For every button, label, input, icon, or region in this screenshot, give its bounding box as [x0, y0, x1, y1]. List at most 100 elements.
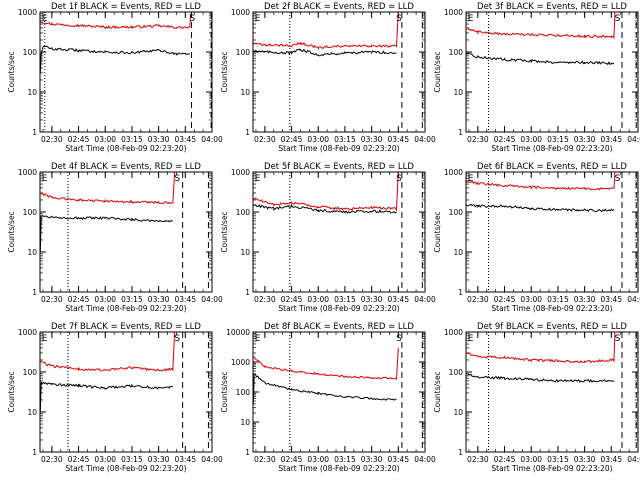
- x-tick-label: 02:45: [281, 455, 303, 464]
- y-tick-label: 100: [23, 208, 38, 217]
- events-series-line: [252, 373, 397, 404]
- y-tick-label: 10: [240, 248, 250, 257]
- plot-frame: [39, 171, 213, 293]
- plot-frame: [252, 331, 426, 453]
- y-tick-label: 1000: [444, 168, 463, 177]
- x-tick-label: 03:30: [148, 135, 170, 144]
- start-marker-label: E: [468, 334, 474, 344]
- panel-title: Det 3f BLACK = Events, RED = LLD: [477, 2, 627, 12]
- x-tick-label: 02:30: [467, 455, 489, 464]
- x-tick-label: 03:30: [148, 455, 170, 464]
- panel-det-8: Det 8f BLACK = Events, RED = LLD 1 10 100 10…: [220, 322, 436, 473]
- x-tick-label: 02:45: [281, 295, 303, 304]
- x-tick-label: 02:30: [254, 295, 276, 304]
- x-tick-label: 03:00: [307, 455, 329, 464]
- x-tick-label: 03:30: [574, 135, 596, 144]
- x-axis-label: Start Time (08-Feb-09 02:23:20): [65, 464, 186, 473]
- start-marker-label: E: [42, 174, 48, 184]
- panel-title: Det 1f BLACK = Events, RED = LLD: [51, 2, 201, 12]
- x-tick-label: 03:45: [387, 135, 409, 144]
- x-tick-label: 03:00: [94, 135, 116, 144]
- plot-frame: [465, 171, 639, 293]
- x-axis-label: Start Time (08-Feb-09 02:23:20): [491, 144, 612, 153]
- x-tick-label: 02:30: [254, 135, 276, 144]
- events-series-line: [39, 45, 190, 73]
- x-tick-label: 02:30: [254, 455, 276, 464]
- y-tick-label: 1000: [231, 358, 250, 367]
- x-tick-label: 02:30: [467, 135, 489, 144]
- y-tick-label: 10: [453, 248, 463, 257]
- start-marker-label: E: [255, 334, 261, 344]
- y-tick-label: 1: [245, 128, 250, 137]
- lld-series-line: [40, 171, 176, 205]
- plot-frame: [465, 11, 639, 133]
- y-tick-label: 1000: [231, 168, 250, 177]
- x-tick-label: 02:30: [467, 295, 489, 304]
- x-tick-label: 04:00: [414, 295, 436, 304]
- x-tick-label: 03:15: [547, 455, 569, 464]
- lld-series-line: [465, 171, 616, 191]
- y-tick-label: 10: [453, 88, 463, 97]
- y-tick-label: 100: [23, 368, 38, 377]
- lld-series-line: [253, 347, 399, 380]
- end-marker-label: S: [396, 334, 402, 344]
- panel-det-6: Det 6f BLACK = Events, RED = LLD 1 10 100 10…: [433, 162, 640, 313]
- x-tick-label: 04:00: [201, 455, 223, 464]
- lld-series-line: [252, 11, 399, 51]
- x-tick-label: 04:00: [201, 295, 223, 304]
- y-tick-label: 1: [32, 288, 37, 297]
- x-tick-label: 03:30: [361, 455, 383, 464]
- events-series-line: [253, 48, 397, 57]
- x-tick-label: 03:45: [600, 135, 622, 144]
- panel-title: Det 6f BLACK = Events, RED = LLD: [477, 162, 627, 172]
- y-tick-label: 1: [32, 128, 37, 137]
- panel-det-5: Det 5f BLACK = Events, RED = LLD 1 10 100 10…: [220, 162, 436, 313]
- x-tick-label: 03:45: [174, 455, 196, 464]
- start-marker-label: E: [468, 14, 474, 24]
- y-tick-label: 10000: [226, 328, 250, 337]
- y-axis-label: Counts/sec: [220, 211, 229, 252]
- plot-frame: [252, 171, 426, 293]
- events-series-line: [466, 203, 615, 213]
- x-tick-label: 03:30: [148, 295, 170, 304]
- y-tick-label: 10: [453, 408, 463, 417]
- x-tick-label: 03:00: [520, 295, 542, 304]
- y-tick-label: 1000: [444, 328, 463, 337]
- lld-series-line: [466, 11, 616, 39]
- y-axis-label: Counts/sec: [7, 371, 16, 412]
- plot-frame: [39, 11, 213, 133]
- start-marker-label: E: [468, 174, 474, 184]
- x-tick-label: 02:45: [494, 135, 516, 144]
- x-tick-label: 03:45: [600, 295, 622, 304]
- lld-series-line: [40, 331, 176, 372]
- y-tick-label: 10: [240, 88, 250, 97]
- panel-det-4: Det 4f BLACK = Events, RED = LLD 1 10 100 10…: [7, 162, 223, 313]
- y-axis-label: Counts/sec: [220, 51, 229, 92]
- y-tick-label: 100: [236, 48, 251, 57]
- x-tick-label: 03:30: [361, 135, 383, 144]
- y-tick-label: 1000: [18, 328, 37, 337]
- x-tick-label: 03:30: [574, 455, 596, 464]
- panel-title: Det 7f BLACK = Events, RED = LLD: [51, 322, 201, 332]
- panel-det-2: Det 2f BLACK = Events, RED = LLD 1 10 100 10…: [220, 2, 436, 153]
- y-tick-label: 10: [27, 248, 37, 257]
- start-marker-label: E: [255, 174, 261, 184]
- x-tick-label: 02:30: [41, 135, 63, 144]
- x-tick-label: 02:30: [41, 295, 63, 304]
- x-tick-label: 03:00: [94, 295, 116, 304]
- x-axis-label: Start Time (08-Feb-09 02:23:20): [278, 464, 399, 473]
- x-tick-label: 03:45: [600, 455, 622, 464]
- end-marker-label: S: [396, 14, 402, 24]
- plot-frame: [465, 331, 639, 453]
- end-marker-label: S: [174, 174, 180, 184]
- x-tick-label: 02:45: [494, 295, 516, 304]
- events-series-line: [466, 52, 615, 66]
- x-tick-label: 03:45: [387, 455, 409, 464]
- x-tick-label: 03:00: [520, 455, 542, 464]
- y-axis-label: Counts/sec: [433, 371, 442, 412]
- x-tick-label: 04:00: [414, 135, 436, 144]
- plot-frame: [39, 331, 213, 453]
- x-tick-label: 04:00: [627, 455, 640, 464]
- y-tick-label: 1: [458, 128, 463, 137]
